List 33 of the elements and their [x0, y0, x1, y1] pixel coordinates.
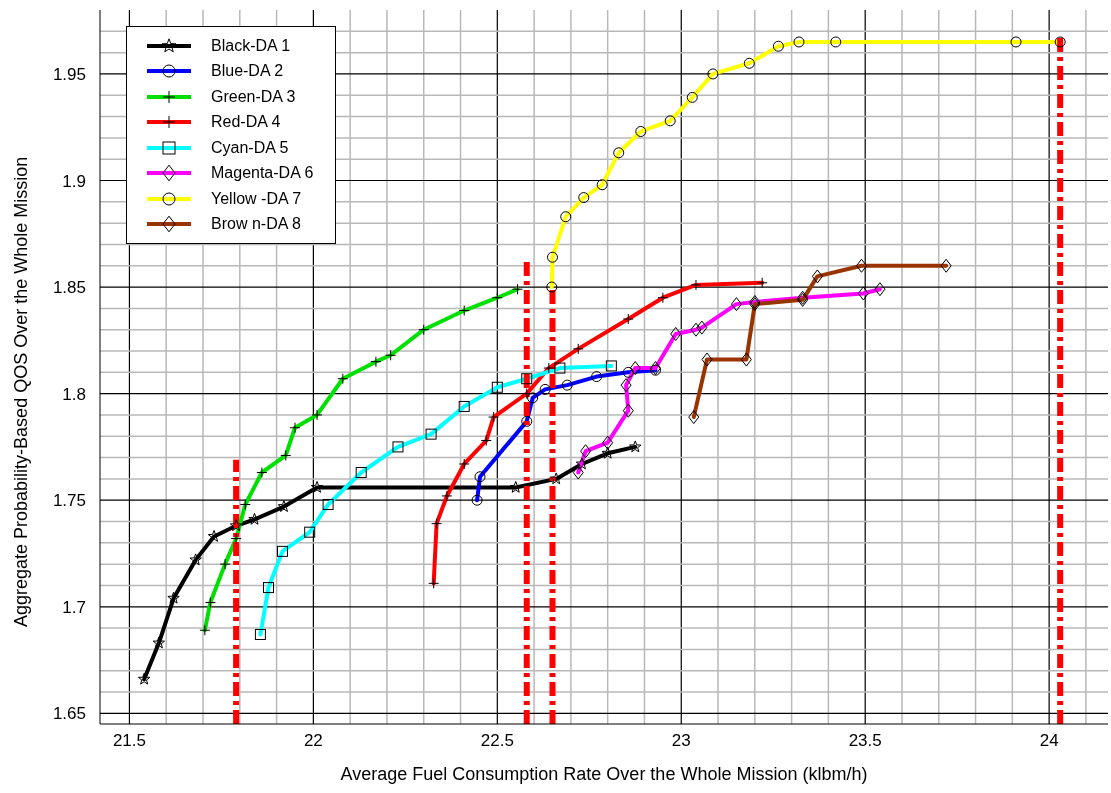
legend-label: Blue-DA 2	[211, 62, 284, 81]
y-tick-label: 1.8	[62, 384, 86, 404]
y-tick-label: 1.85	[52, 278, 86, 298]
legend-label: Yellow -DA 7	[211, 189, 302, 208]
legend-label: Black-DA 1	[211, 36, 291, 55]
point	[629, 440, 642, 453]
point	[310, 480, 324, 493]
point	[229, 519, 243, 532]
legend-label: Magenta-DA 6	[211, 164, 314, 183]
y-tick-label: 1.65	[52, 704, 86, 724]
x-tick-label: 23	[671, 731, 691, 750]
y-tick-label: 1.9	[62, 171, 86, 191]
legend-label: Brow n-DA 8	[211, 215, 301, 234]
point	[167, 591, 180, 604]
point	[277, 500, 291, 512]
point	[189, 553, 202, 566]
y-tick-label: 1.75	[52, 491, 86, 511]
x-tick-label: 21.5	[112, 731, 146, 750]
x-tick-label: 22.5	[480, 731, 514, 750]
y-axis-title: Aggregate Probability-Based QOS Over the Whole Mission	[11, 156, 32, 627]
point	[549, 472, 563, 485]
point	[152, 636, 166, 649]
y-tick-label: 1.7	[62, 597, 86, 617]
legend-label: Red-DA 4	[211, 113, 281, 132]
x-tick-label: 22	[303, 731, 323, 750]
x-axis-title: Average Fuel Consumption Rate Over the Whole Mission (klbm/h)	[340, 764, 868, 784]
point	[137, 672, 151, 685]
y-tick-label: 1.95	[52, 64, 86, 84]
legend-label: Cyan-DA 5	[211, 138, 289, 157]
point	[207, 529, 221, 542]
x-tick-label: 24	[1039, 731, 1059, 750]
x-tick-label: 23.5	[848, 731, 882, 750]
legend-label: Green-DA 3	[211, 87, 296, 106]
